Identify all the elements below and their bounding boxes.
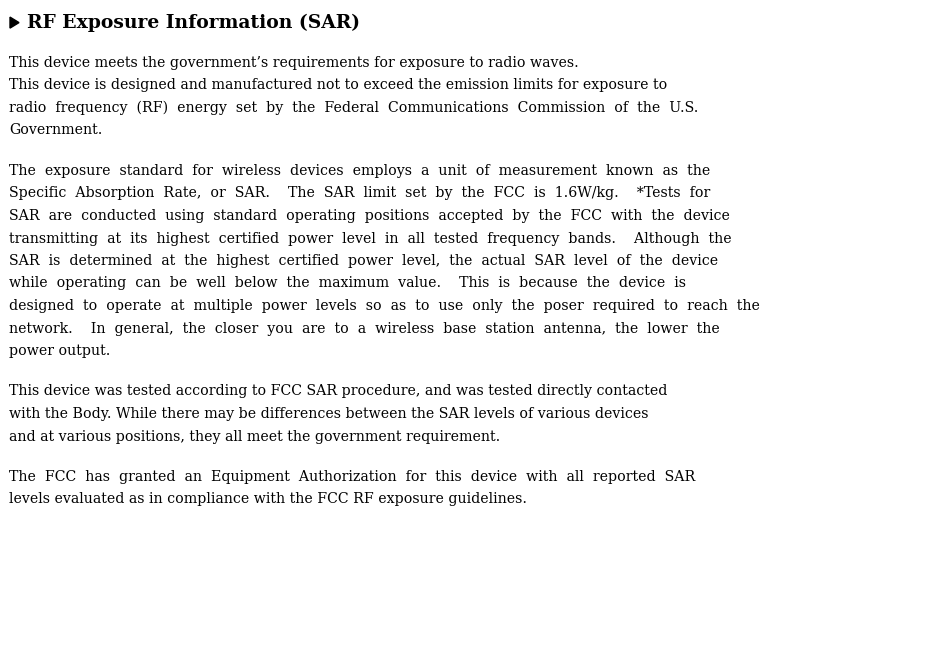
Text: radio  frequency  (RF)  energy  set  by  the  Federal  Communications  Commissio: radio frequency (RF) energy set by the F… — [9, 101, 698, 116]
Text: The  FCC  has  granted  an  Equipment  Authorization  for  this  device  with  a: The FCC has granted an Equipment Authori… — [9, 470, 696, 484]
Text: and at various positions, they all meet the government requirement.: and at various positions, they all meet … — [9, 430, 500, 444]
Text: levels evaluated as in compliance with the FCC RF exposure guidelines.: levels evaluated as in compliance with t… — [9, 493, 527, 507]
Text: while  operating  can  be  well  below  the  maximum  value.    This  is  becaus: while operating can be well below the ma… — [9, 276, 686, 291]
Text: RF Exposure Information (SAR): RF Exposure Information (SAR) — [27, 13, 360, 32]
Text: designed  to  operate  at  multiple  power  levels  so  as  to  use  only  the  : designed to operate at multiple power le… — [9, 299, 760, 313]
Text: SAR  is  determined  at  the  highest  certified  power  level,  the  actual  SA: SAR is determined at the highest certifi… — [9, 254, 718, 268]
Text: The  exposure  standard  for  wireless  devices  employs  a  unit  of  measureme: The exposure standard for wireless devic… — [9, 164, 711, 178]
Text: Government.: Government. — [9, 124, 102, 137]
Text: with the Body. While there may be differences between the SAR levels of various : with the Body. While there may be differ… — [9, 407, 649, 421]
Text: transmitting  at  its  highest  certified  power  level  in  all  tested  freque: transmitting at its highest certified po… — [9, 232, 731, 246]
Text: Specific  Absorption  Rate,  or  SAR.    The  SAR  limit  set  by  the  FCC  is : Specific Absorption Rate, or SAR. The SA… — [9, 187, 711, 201]
Text: SAR  are  conducted  using  standard  operating  positions  accepted  by  the  F: SAR are conducted using standard operati… — [9, 209, 729, 223]
Polygon shape — [10, 17, 19, 28]
Text: This device meets the government’s requirements for exposure to radio waves.: This device meets the government’s requi… — [9, 56, 579, 70]
Text: power output.: power output. — [9, 344, 110, 358]
Text: This device was tested according to FCC SAR procedure, and was tested directly c: This device was tested according to FCC … — [9, 384, 667, 398]
Text: This device is designed and manufactured not to exceed the emission limits for e: This device is designed and manufactured… — [9, 78, 667, 92]
Text: network.    In  general,  the  closer  you  are  to  a  wireless  base  station : network. In general, the closer you are … — [9, 321, 720, 335]
